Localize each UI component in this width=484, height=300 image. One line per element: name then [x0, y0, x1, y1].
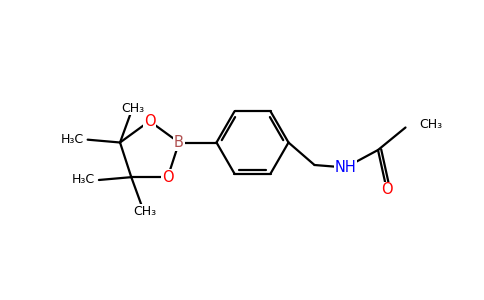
Text: O: O	[162, 170, 174, 185]
Text: CH₃: CH₃	[121, 102, 145, 115]
Text: H₃C: H₃C	[72, 173, 95, 187]
Text: O: O	[381, 182, 393, 197]
Text: CH₃: CH₃	[133, 205, 156, 218]
Text: B: B	[174, 135, 184, 150]
Text: O: O	[144, 114, 155, 129]
Text: H₃C: H₃C	[60, 133, 84, 146]
Text: CH₃: CH₃	[420, 118, 443, 131]
Text: NH: NH	[334, 160, 356, 175]
